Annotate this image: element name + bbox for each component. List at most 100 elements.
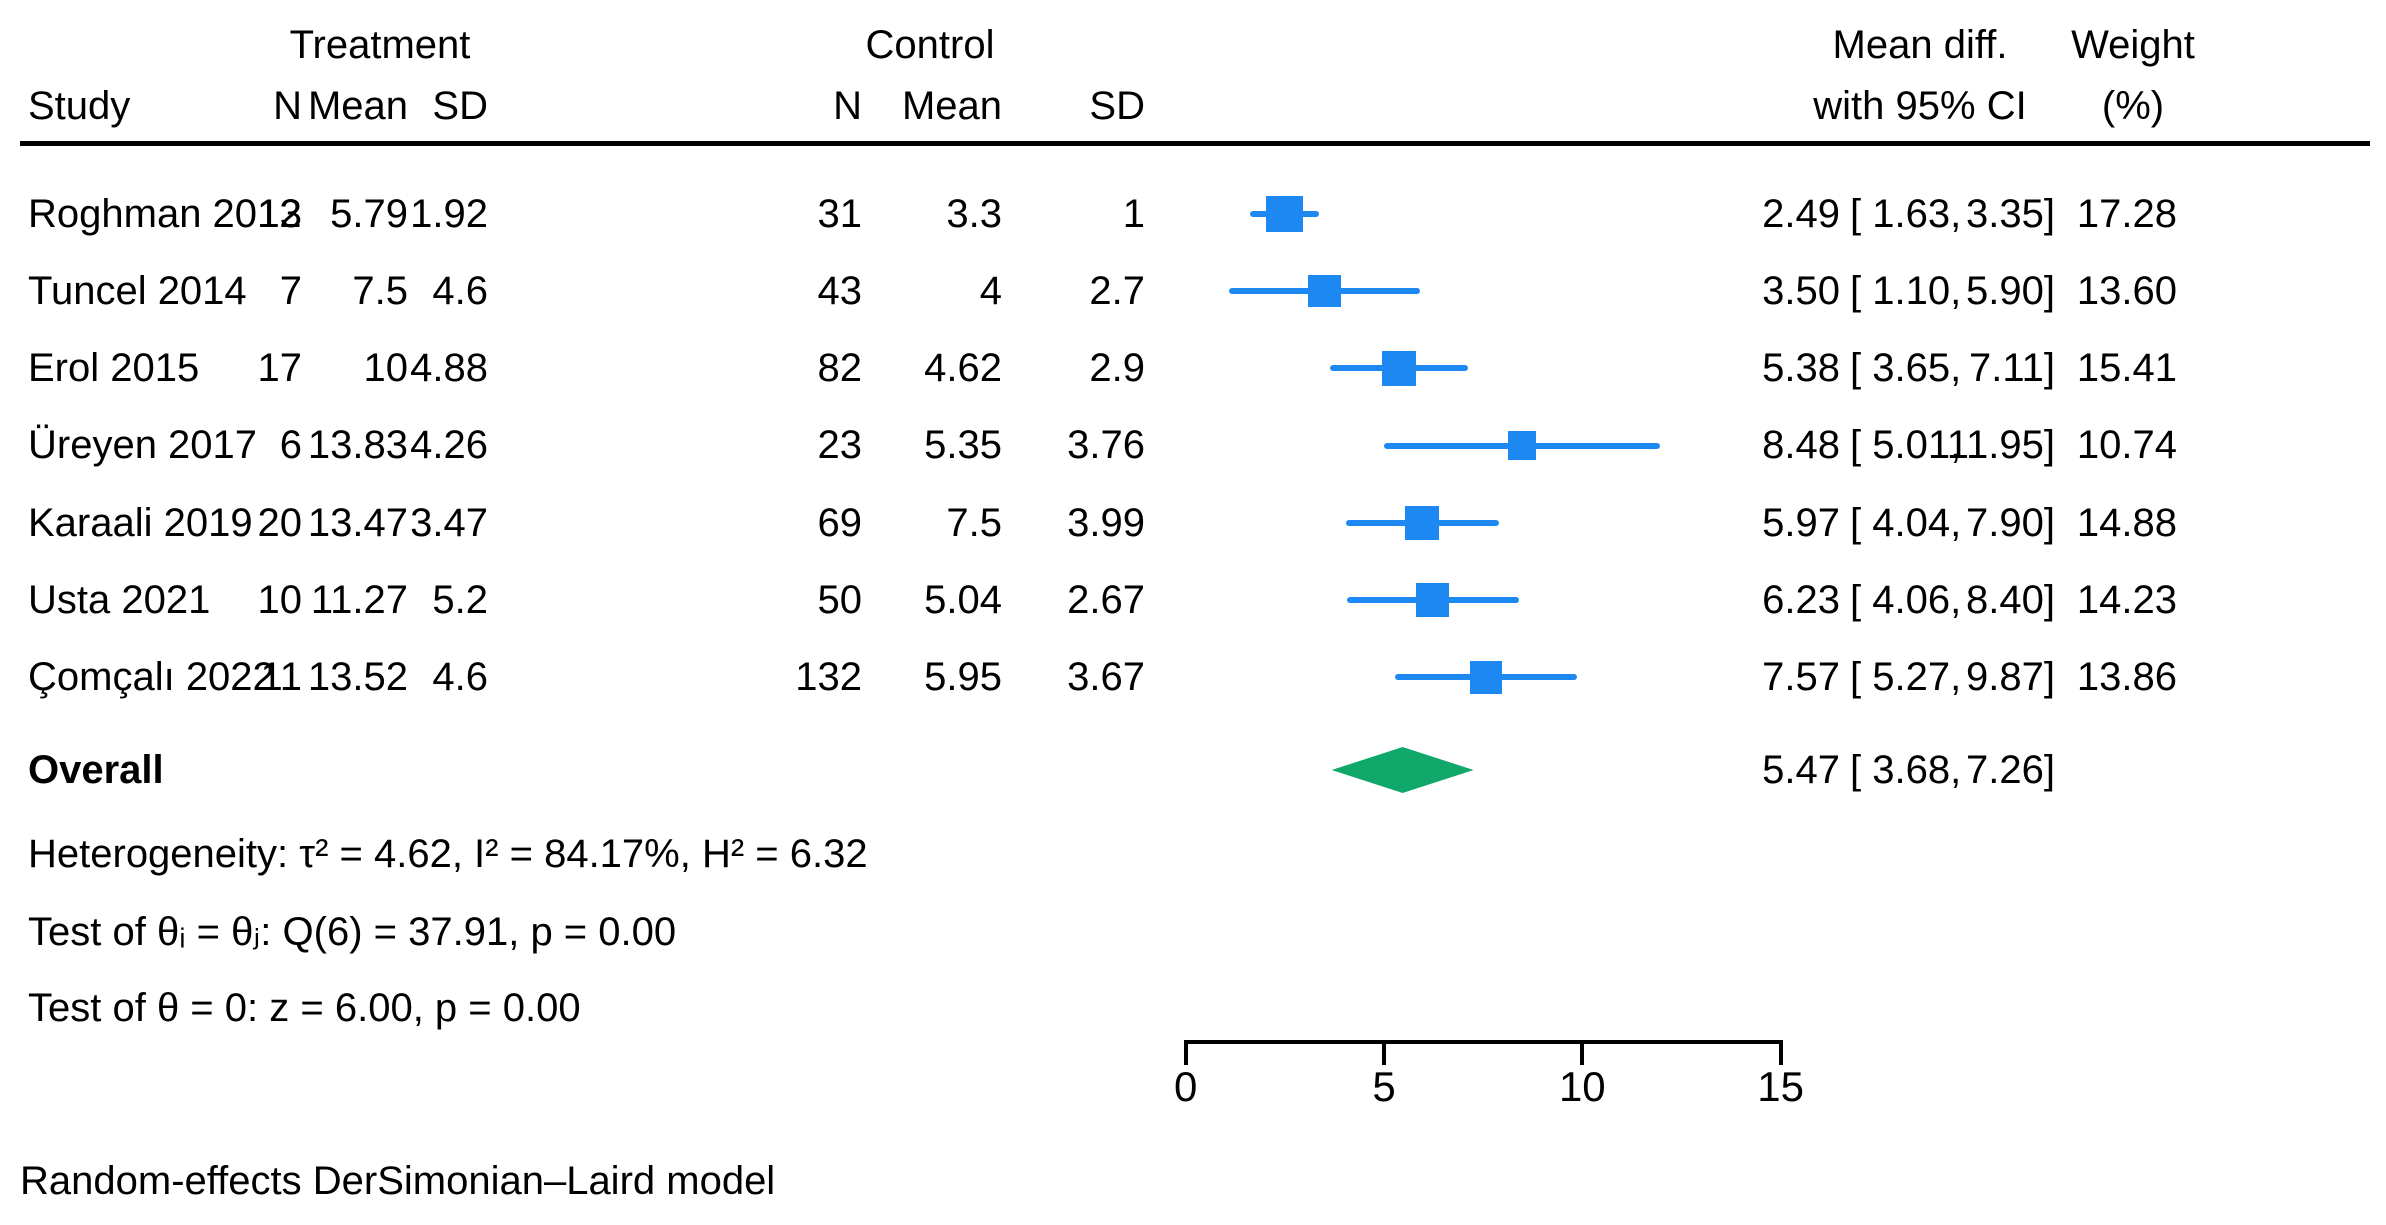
overall-row: Overall 5.47 [ 3.68, 7.26] — [0, 742, 2386, 798]
ci-lower-cell: [ 4.06, — [1850, 578, 1962, 622]
treatment-n-cell: 13 — [257, 192, 303, 236]
weight-cell: 10.74 — [2076, 423, 2177, 467]
weight-cell: 13.60 — [2076, 269, 2177, 313]
control-mean-header: Mean — [901, 84, 1002, 128]
ci-lower-cell: [ 4.04, — [1850, 501, 1962, 545]
control-mean-cell: 5.35 — [924, 423, 1002, 467]
ci-upper-cell: 7.11] — [1969, 346, 2055, 390]
study-row: Tuncel 2014 7 7.5 4.6 43 4 2.7 3.50 [ 1.… — [0, 263, 2386, 319]
control-n-cell: 82 — [817, 346, 863, 390]
overall-ci-lower-cell: [ 3.68, — [1850, 748, 1962, 792]
mean-diff-cell: 5.97 — [1762, 501, 1840, 545]
treatment-n-header: N — [273, 84, 302, 128]
study-name: Tuncel 2014 — [28, 269, 247, 313]
weight-header-line1: Weight — [2071, 23, 2195, 67]
ci-lower-cell: [ 1.63, — [1850, 192, 1962, 236]
control-sd-cell: 3.99 — [1067, 501, 1145, 545]
study-name: Erol 2015 — [28, 346, 200, 390]
treatment-n-cell: 10 — [257, 578, 303, 622]
x-axis-tick-label: 0 — [1174, 1063, 1198, 1110]
treatment-sd-cell: 4.6 — [432, 655, 488, 699]
effect-square — [1308, 274, 1341, 308]
treatment-n-cell: 17 — [257, 346, 303, 390]
weight-cell: 17.28 — [2076, 192, 2177, 236]
control-mean-cell: 5.95 — [924, 655, 1002, 699]
mean-diff-cell: 8.48 — [1762, 423, 1840, 467]
weight-header-line2: (%) — [2101, 84, 2165, 128]
control-mean-cell: 4.62 — [924, 346, 1002, 390]
treatment-n-cell: 20 — [257, 501, 303, 545]
effect-square — [1266, 195, 1303, 233]
x-axis-line — [1185, 1040, 1781, 1044]
study-row: Usta 2021 10 11.27 5.2 50 5.04 2.67 6.23… — [0, 572, 2386, 628]
mean-diff-cell: 7.57 — [1762, 655, 1840, 699]
test-overall-stats: Test of θ = 0: z = 6.00, p = 0.00 — [28, 986, 581, 1030]
heterogeneity-stats: Heterogeneity: τ² = 4.62, I² = 84.17%, H… — [28, 832, 868, 876]
treatment-n-cell: 11 — [260, 655, 302, 699]
treatment-n-cell: 7 — [279, 269, 302, 313]
study-column-header: Study — [28, 84, 131, 128]
ci-upper-cell: 7.90] — [1966, 501, 2055, 545]
control-mean-cell: 4 — [979, 269, 1002, 313]
effect-square — [1416, 583, 1450, 617]
treatment-mean-cell: 7.5 — [352, 269, 408, 313]
treatment-sd-cell: 5.2 — [432, 578, 488, 622]
treatment-mean-header: Mean — [307, 84, 408, 128]
control-sd-cell: 3.76 — [1067, 423, 1145, 467]
weight-cell: 15.41 — [2076, 346, 2177, 390]
ci-upper-cell: 11.95] — [1946, 423, 2055, 467]
ci-upper-cell: 9.87] — [1966, 655, 2055, 699]
study-name: Üreyen 2017 — [28, 423, 258, 467]
ci-upper-cell: 3.35] — [1966, 192, 2055, 236]
test-between-row: Test of θᵢ = θⱼ: Q(6) = 37.91, p = 0.00 — [0, 904, 2386, 960]
ci-lower-cell: [ 5.01, — [1850, 423, 1962, 467]
control-n-cell: 31 — [817, 192, 863, 236]
treatment-mean-cell: 10 — [363, 346, 409, 390]
treatment-mean-cell: 13.47 — [307, 501, 408, 545]
column-header-row: Study N Mean SD N Mean SD — [0, 78, 2386, 134]
test-overall-row: Test of θ = 0: z = 6.00, p = 0.00 — [0, 980, 2386, 1036]
x-axis-tick-label: 5 — [1372, 1063, 1396, 1110]
study-name: Karaali 2019 — [28, 501, 253, 545]
study-row: Erol 2015 17 10 4.88 82 4.62 2.9 5.38 [ … — [0, 340, 2386, 396]
study-name: Roghman 2012 — [28, 192, 302, 236]
x-axis-tick-label: 15 — [1757, 1063, 1804, 1110]
study-row: Çomçalı 2022 11 13.52 4.6 132 5.95 3.67 … — [0, 649, 2386, 705]
control-sd-header: SD — [1089, 84, 1145, 128]
study-name: Çomçalı 2022 — [28, 655, 275, 699]
weight-cell: 13.86 — [2076, 655, 2177, 699]
x-axis-tick-label: 10 — [1558, 1063, 1606, 1110]
heterogeneity-row: Heterogeneity: τ² = 4.62, I² = 84.17%, H… — [0, 826, 2386, 882]
control-n-cell: 50 — [817, 578, 863, 622]
x-axis-tick — [1183, 1040, 1188, 1065]
treatment-mean-cell: 5.79 — [330, 192, 408, 236]
effect-square — [1469, 660, 1503, 694]
control-mean-cell: 3.3 — [946, 192, 1002, 236]
control-n-cell: 23 — [817, 423, 863, 467]
control-mean-cell: 7.5 — [946, 501, 1002, 545]
header-rule — [20, 141, 2370, 146]
treatment-sd-header: SD — [432, 84, 488, 128]
effect-square — [1405, 505, 1440, 540]
ci-lower-cell: [ 3.65, — [1850, 346, 1962, 390]
x-axis-tick — [1382, 1040, 1386, 1065]
mean-diff-cell: 5.38 — [1762, 346, 1840, 390]
treatment-sd-cell: 1.92 — [410, 192, 488, 236]
control-sd-cell: 2.7 — [1089, 269, 1145, 313]
mean-diff-cell: 3.50 — [1762, 269, 1840, 313]
control-sd-cell: 2.9 — [1089, 346, 1145, 390]
control-n-cell: 69 — [817, 501, 863, 545]
effect-square — [1381, 351, 1417, 386]
effect-header-line1: Mean diff. — [1832, 23, 2008, 67]
weight-cell: 14.23 — [2076, 578, 2177, 622]
test-between-stats: Test of θᵢ = θⱼ: Q(6) = 37.91, p = 0.00 — [28, 910, 677, 954]
treatment-sd-cell: 3.47 — [410, 501, 488, 545]
study-row: Karaali 2019 20 13.47 3.47 69 7.5 3.99 5… — [0, 495, 2386, 551]
control-n-cell: 132 — [795, 655, 862, 699]
mean-diff-cell: 2.49 — [1762, 192, 1840, 236]
x-axis-tick — [1778, 1040, 1783, 1065]
treatment-group-header: Treatment — [289, 23, 471, 67]
treatment-sd-cell: 4.88 — [410, 346, 488, 390]
ci-upper-cell: 8.40] — [1966, 578, 2055, 622]
